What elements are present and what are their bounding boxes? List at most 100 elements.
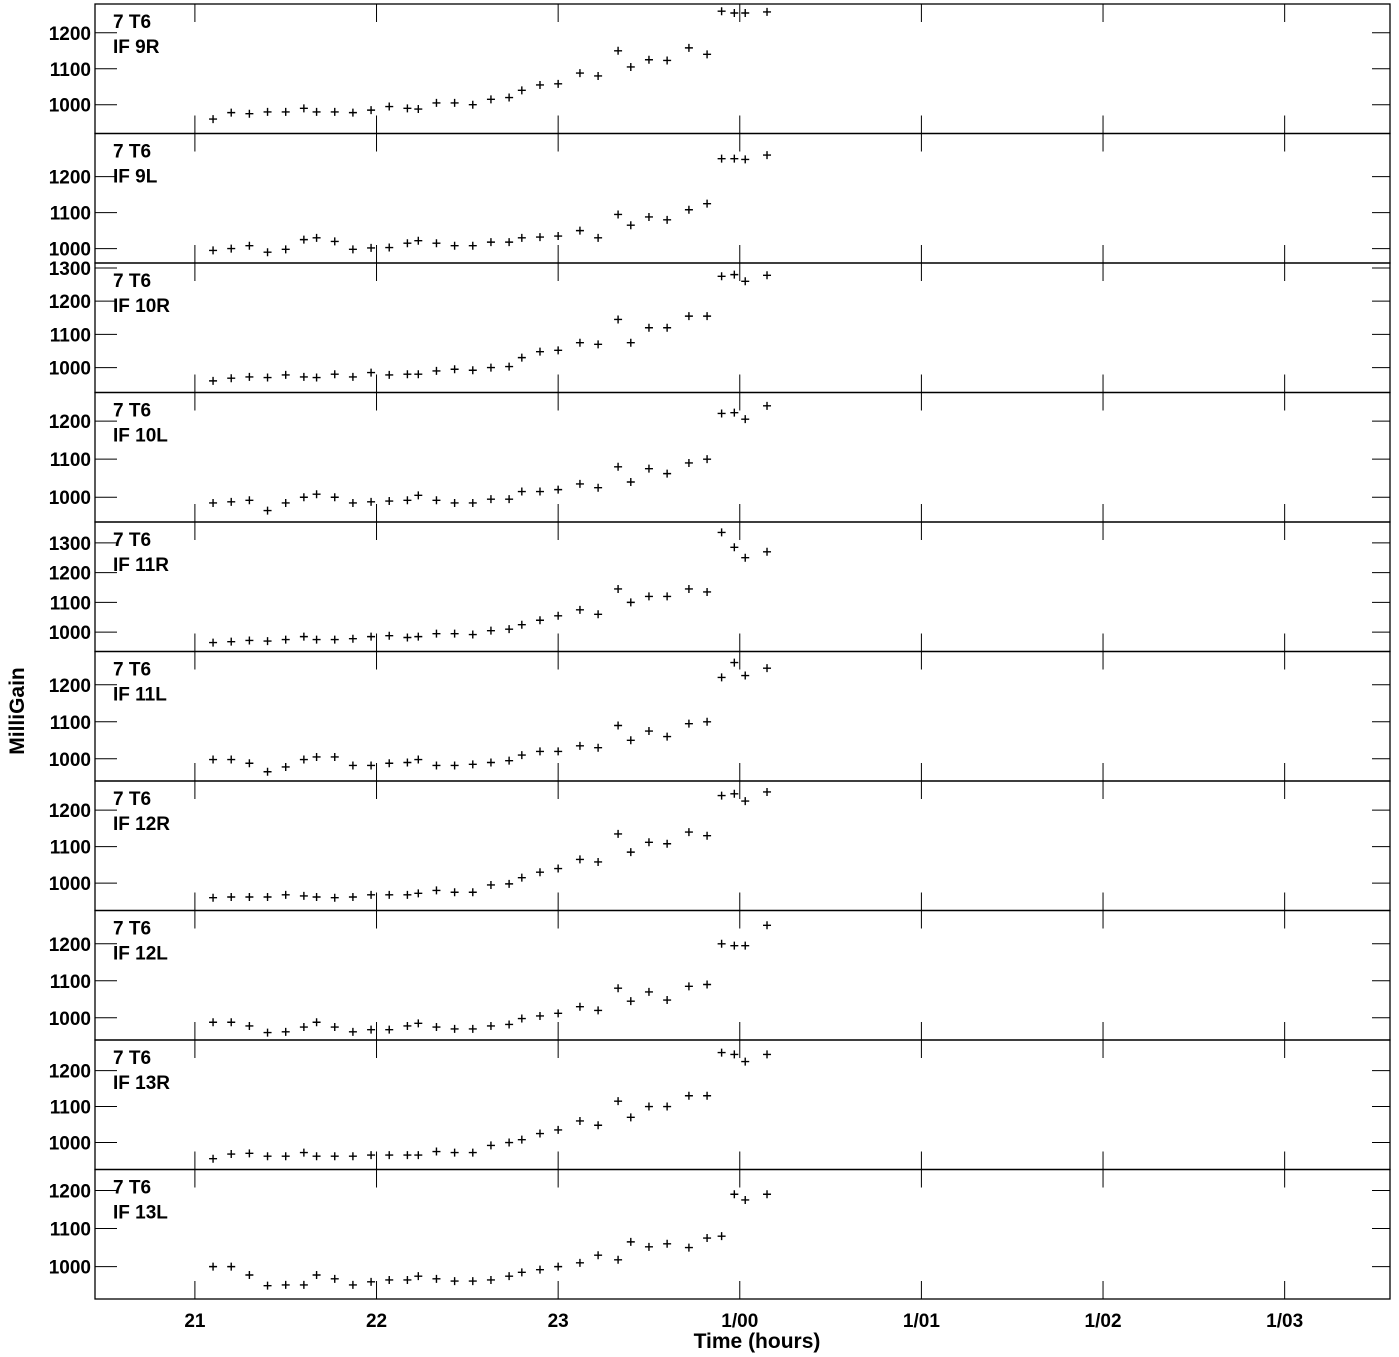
data-point <box>209 498 218 507</box>
data-point <box>486 758 495 767</box>
data-point <box>614 1255 623 1264</box>
panel-frame <box>94 650 1391 782</box>
y-tick-label: 1200 <box>49 935 91 956</box>
data-point <box>644 1102 653 1111</box>
y-tick-label: 1100 <box>50 838 91 859</box>
data-point <box>741 1057 750 1066</box>
data-point <box>432 1274 441 1283</box>
data-point <box>730 941 739 950</box>
data-point <box>741 671 750 680</box>
data-point <box>517 873 526 882</box>
data-point <box>535 1129 544 1138</box>
data-point <box>312 1152 321 1161</box>
data-point <box>299 235 308 244</box>
data-point <box>486 1021 495 1030</box>
data-point <box>644 55 653 64</box>
panel-subtitle: IF 13R <box>113 1073 170 1094</box>
data-point <box>312 893 321 902</box>
y-tick-label: 1200 <box>49 676 91 697</box>
data-point <box>486 1275 495 1284</box>
data-point <box>330 752 339 761</box>
data-point <box>730 408 739 417</box>
data-point <box>348 1027 357 1036</box>
data-point <box>450 498 459 507</box>
data-point <box>505 1138 514 1147</box>
data-point <box>367 1151 376 1160</box>
data-point <box>486 95 495 104</box>
data-point <box>403 1021 412 1030</box>
data-point <box>614 315 623 324</box>
data-point <box>517 620 526 629</box>
data-point <box>741 553 750 562</box>
data-point <box>450 761 459 770</box>
data-point <box>575 1002 584 1011</box>
data-point <box>299 372 308 381</box>
data-point <box>367 890 376 899</box>
y-tick-label: 1200 <box>49 24 91 45</box>
data-point <box>245 1021 254 1030</box>
panel-subtitle: IF 10L <box>113 426 168 447</box>
y-tick-label: 1200 <box>49 801 91 822</box>
data-point <box>468 1024 477 1033</box>
panel-title: 7 T6 <box>113 789 151 810</box>
y-tick-label: 1100 <box>50 60 91 81</box>
data-point <box>263 248 272 257</box>
data-point <box>703 455 712 464</box>
data-point <box>517 86 526 95</box>
data-point <box>717 528 726 537</box>
x-tick-label: 1/01 <box>903 1311 940 1332</box>
data-point <box>763 1190 772 1199</box>
panel-title: 7 T6 <box>113 919 151 940</box>
panel-frame <box>94 3 1391 135</box>
data-point <box>330 1023 339 1032</box>
data-point <box>575 741 584 750</box>
data-point <box>414 755 423 764</box>
data-point <box>312 233 321 242</box>
data-point <box>209 376 218 385</box>
data-point <box>684 205 693 214</box>
data-point <box>626 338 635 347</box>
data-point <box>741 797 750 806</box>
data-point <box>245 893 254 902</box>
data-point <box>432 1147 441 1156</box>
panel-title: 7 T6 <box>113 271 151 292</box>
data-point <box>403 633 412 642</box>
data-point <box>517 1014 526 1023</box>
data-point <box>517 353 526 362</box>
y-tick-label: 1100 <box>50 713 91 734</box>
y-tick-label: 1000 <box>49 750 91 771</box>
data-point <box>554 485 563 494</box>
data-point <box>554 1125 563 1134</box>
data-point <box>281 635 290 644</box>
panel-title: 7 T6 <box>113 1048 151 1069</box>
data-point <box>763 1050 772 1059</box>
y-tick-label: 1000 <box>49 1009 91 1030</box>
data-point <box>385 497 394 506</box>
data-point <box>717 272 726 281</box>
data-point <box>717 1232 726 1241</box>
data-point <box>614 462 623 471</box>
data-point <box>517 233 526 242</box>
data-point <box>594 1121 603 1130</box>
data-point <box>263 767 272 776</box>
data-point <box>730 658 739 667</box>
data-point <box>209 755 218 764</box>
y-tick-label: 1000 <box>49 1134 91 1155</box>
data-point <box>245 1149 254 1158</box>
data-point <box>432 98 441 107</box>
data-point <box>663 732 672 741</box>
data-point <box>554 232 563 241</box>
y-tick-label: 1200 <box>49 1181 91 1202</box>
x-axis-title: Time (hours) <box>694 1330 821 1353</box>
panel-subtitle: IF 12R <box>113 814 170 835</box>
data-point <box>730 1050 739 1059</box>
data-point <box>450 1277 459 1286</box>
panel-subtitle: IF 13L <box>113 1203 168 1224</box>
data-point <box>227 893 236 902</box>
data-point <box>245 759 254 768</box>
data-point <box>614 1097 623 1106</box>
data-point <box>614 984 623 993</box>
y-tick-label: 1100 <box>50 450 91 471</box>
data-point <box>227 755 236 764</box>
